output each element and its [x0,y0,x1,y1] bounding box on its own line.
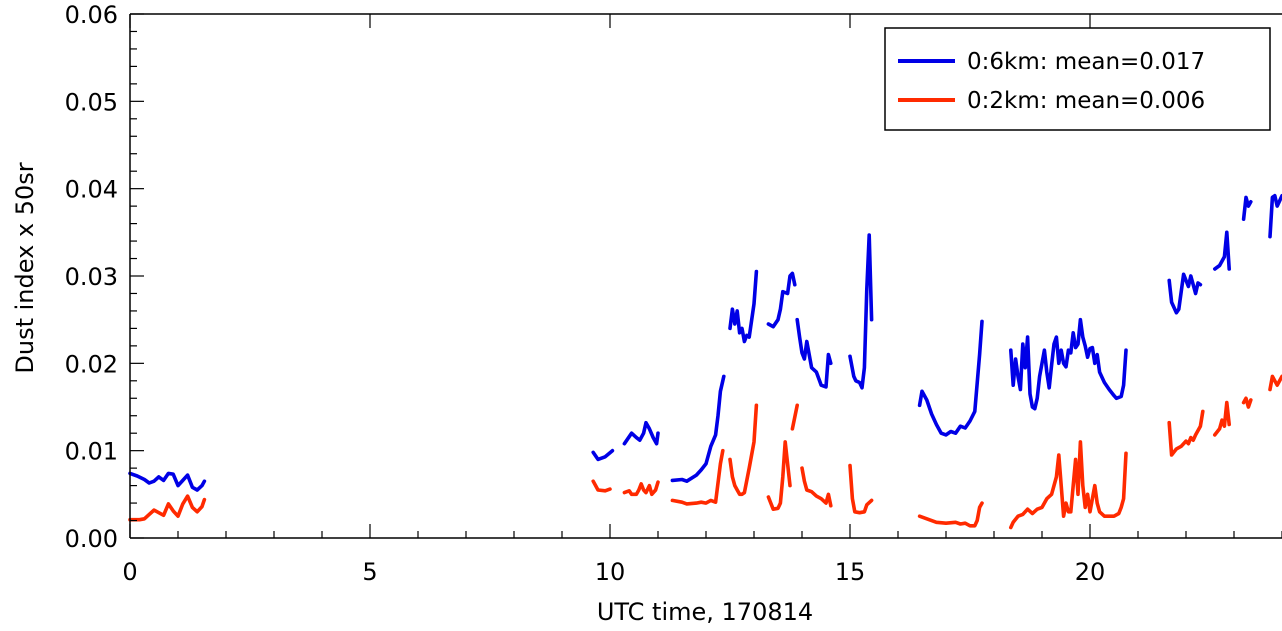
series-0-line-segment-8 [917,319,984,437]
series-1-line-segment-10 [1008,440,1128,530]
series-1-line-segment-6 [790,403,800,431]
legend-label-0-2km: 0:2km: mean=0.006 [967,88,1205,114]
ticks-layer: 0 5 10 15 20 0.00 0.01 0.02 0.03 0.04 0.05 0.06 [65,1,1282,586]
series-0-line-segment-1 [591,448,615,462]
series-1-line-segment-3 [670,448,725,506]
legend: 0:6km: mean=0.017 0:2km: mean=0.006 [884,27,1271,131]
series-0-line-segment-0 [128,471,207,492]
series-0-line-segment-5 [766,271,797,329]
series-0-line-segment-4 [728,269,759,344]
y-tick-label: 0.01 [65,438,118,466]
series-0-line-segment-11 [1213,230,1231,271]
y-tick-label: 0.06 [65,1,118,29]
series-1-line-segment-2 [622,480,660,497]
y-tick-label: 0.02 [65,350,118,378]
legend-box [884,27,1271,131]
y-tick-label: 0.00 [65,525,118,553]
y-tick-label: 0.05 [65,88,118,116]
series-0-line-segment-2 [622,420,660,446]
series-1-line-segment-11 [1167,409,1205,457]
legend-label-0-6km: 0:6km: mean=0.017 [967,49,1205,75]
series-layer [128,193,1282,530]
series-0-line-segment-13 [1268,193,1282,239]
x-tick-label: 10 [595,558,626,586]
series-1-line-segment-13 [1241,396,1253,409]
series-1-line-segment-9 [917,501,984,528]
x-tick-label: 0 [122,558,137,586]
y-tick-label: 0.04 [65,176,118,204]
x-axis-title: UTC time, 170814 [597,598,813,626]
x-tick-label: 20 [1075,558,1106,586]
series-1-line-segment-8 [848,463,874,515]
x-tick-label: 5 [362,558,377,586]
series-1-line-segment-1 [591,479,612,493]
series-0-line-segment-9 [1008,317,1128,411]
series-1-line-segment-7 [800,466,833,508]
x-tick-label: 15 [835,558,866,586]
y-axis-title: Dust index x 50sr [11,162,39,373]
series-1-line-segment-0 [128,494,207,522]
series-1-line-segment-4 [728,403,759,497]
series-0-line-segment-7 [848,233,874,390]
series-1-line-segment-14 [1268,374,1282,392]
series-1-line-segment-5 [766,440,792,512]
series-0-line-segment-10 [1167,272,1203,315]
y-tick-label: 0.03 [65,263,118,291]
series-0-line-segment-6 [795,317,833,389]
series-1-line-segment-12 [1213,400,1231,437]
series-0-line-segment-3 [670,374,726,484]
series-0-line-segment-12 [1241,195,1253,221]
